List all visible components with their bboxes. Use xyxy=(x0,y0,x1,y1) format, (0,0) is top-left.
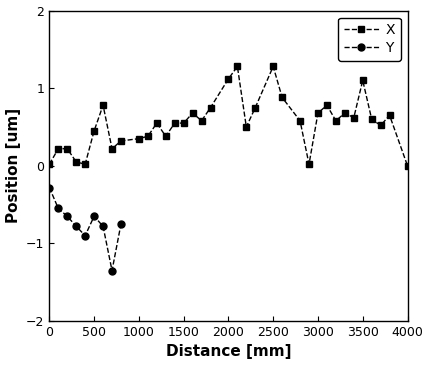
X xyxy=(56,146,61,151)
X xyxy=(244,125,249,129)
X xyxy=(145,134,151,138)
Y xyxy=(65,214,70,218)
X xyxy=(360,78,366,82)
X xyxy=(324,103,329,107)
Legend: X, Y: X, Y xyxy=(338,18,401,61)
X xyxy=(199,119,204,123)
X xyxy=(74,160,79,164)
X xyxy=(315,111,320,115)
Y xyxy=(91,214,97,218)
X xyxy=(271,64,276,69)
Y xyxy=(83,234,88,238)
X xyxy=(91,129,97,133)
Y xyxy=(109,268,115,273)
X xyxy=(333,119,338,123)
Line: X: X xyxy=(46,63,411,169)
X xyxy=(297,119,302,123)
X xyxy=(118,139,124,143)
X xyxy=(306,162,311,166)
X xyxy=(208,105,213,110)
X xyxy=(163,134,168,138)
X xyxy=(351,115,356,120)
X xyxy=(136,137,142,141)
Y xyxy=(47,185,52,190)
Line: Y: Y xyxy=(46,184,124,274)
X xyxy=(172,121,177,125)
Y xyxy=(74,224,79,228)
X xyxy=(369,117,374,122)
X xyxy=(280,95,285,100)
Y xyxy=(56,206,61,211)
X-axis label: Distance [mm]: Distance [mm] xyxy=(166,345,291,360)
X xyxy=(181,121,186,125)
X xyxy=(109,146,115,151)
X xyxy=(190,111,195,115)
Y-axis label: Position [um]: Position [um] xyxy=(6,108,21,223)
X xyxy=(154,121,159,125)
X xyxy=(235,64,240,69)
X xyxy=(226,77,231,81)
X xyxy=(65,146,70,151)
X xyxy=(387,113,392,118)
X xyxy=(405,164,410,168)
X xyxy=(253,105,258,110)
X xyxy=(378,123,383,128)
X xyxy=(342,111,347,115)
Y xyxy=(118,222,124,226)
Y xyxy=(100,224,106,228)
X xyxy=(47,162,52,166)
X xyxy=(100,103,106,107)
X xyxy=(83,162,88,166)
